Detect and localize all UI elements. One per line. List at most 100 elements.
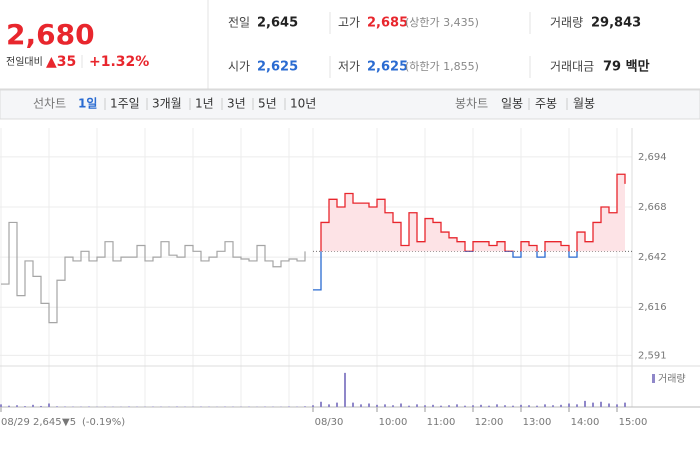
tab-group-label: 선차트 — [33, 97, 66, 111]
volume-bar — [528, 405, 530, 407]
volume-bar — [328, 404, 330, 407]
volume-bar — [424, 405, 426, 407]
volume-bar — [8, 405, 10, 407]
x-tick-label: 12:00 — [475, 417, 504, 428]
candle-tab[interactable]: 월봉 — [573, 97, 595, 111]
volume-bar — [504, 405, 506, 407]
y-tick-label: 2,616 — [638, 302, 667, 313]
volume-bar — [496, 404, 498, 407]
stat-label: 고가 — [338, 16, 360, 30]
volume-bar — [544, 404, 546, 407]
stat-label: 전일 — [228, 16, 250, 30]
volume-bar — [520, 404, 522, 407]
x-tick-label: 13:00 — [523, 417, 552, 428]
period-tab[interactable]: 1일 — [78, 97, 97, 111]
stat-value: 79 백만 — [603, 59, 650, 75]
x-tick-label: 08/29 — [1, 417, 30, 428]
volume-bar — [416, 404, 418, 407]
candle-tab[interactable]: 일봉 — [501, 97, 523, 111]
volume-bar — [176, 406, 178, 407]
price: 2,680 — [6, 18, 95, 51]
stat-value: 2,645 — [257, 16, 298, 31]
period-tab[interactable]: 10년 — [290, 97, 316, 111]
volume-bar — [16, 405, 18, 407]
volume-bar — [512, 405, 514, 407]
stat-label: 저가 — [338, 60, 360, 74]
volume-bar — [440, 405, 442, 407]
volume-bar — [456, 404, 458, 407]
volume-bar — [408, 405, 410, 407]
x-tick-label: 11:00 — [427, 417, 456, 428]
volume-bar — [304, 406, 306, 407]
volume-bar — [384, 404, 386, 407]
volume-bar — [480, 404, 482, 407]
volume-bar — [448, 405, 450, 407]
volume-bar — [584, 400, 586, 407]
volume-bar — [464, 405, 466, 407]
volume-bar — [600, 401, 602, 407]
change: ▲35 — [46, 54, 76, 70]
volume-bar — [24, 406, 26, 407]
volume-bar — [368, 403, 370, 407]
volume-bar — [0, 404, 2, 407]
period-tab[interactable]: 5년 — [258, 97, 277, 111]
volume-bar — [488, 405, 490, 407]
stat-note: (상한가 3,435) — [405, 16, 479, 29]
hover-rate: (-0.19%) — [82, 417, 125, 428]
volume-bar — [432, 404, 434, 407]
volume-bar — [400, 403, 402, 407]
period-tab[interactable]: 1주일 — [110, 97, 140, 111]
tabs: 선차트 1일 1주일 3개월 1년 3년 5년 10년 봉차트 일봉 주봉 월봉 — [33, 97, 595, 111]
volume-bar — [88, 406, 90, 407]
stat-note: (하한가 1,855) — [405, 59, 479, 73]
volume-bar — [288, 406, 290, 407]
x-tick-label: 14:00 — [571, 417, 600, 428]
y-tick-label: 2,642 — [638, 252, 667, 263]
volume-bar — [616, 404, 618, 407]
volume-bar — [312, 405, 314, 407]
stat-label: 시가 — [228, 60, 250, 74]
period-tab[interactable]: 1년 — [195, 97, 214, 111]
volume-bar — [568, 403, 570, 407]
legend-swatch — [652, 374, 655, 383]
volume-bar — [352, 402, 354, 407]
stat-value: 2,625 — [367, 60, 408, 75]
volume-bar — [608, 403, 610, 407]
volume-bar — [32, 404, 34, 407]
period-tab[interactable]: 3년 — [227, 97, 246, 111]
volume-bar — [392, 405, 394, 407]
volume-bar — [344, 372, 346, 407]
period-tab[interactable]: 3개월 — [152, 97, 182, 111]
volume-bar — [376, 404, 378, 407]
volume-bar — [64, 406, 66, 407]
y-tick-label: 2,591 — [638, 350, 667, 361]
stat-value: 2,685 — [367, 16, 408, 31]
change-label: 전일대비 — [6, 56, 43, 68]
y-tick-label: 2,668 — [638, 202, 667, 213]
legend-label: 거래량 — [658, 373, 686, 385]
volume-bar — [576, 404, 578, 407]
volume-bar — [472, 405, 474, 407]
x-tick-label: 08/30 — [315, 417, 344, 428]
volume-bar — [592, 402, 594, 407]
y-tick-label: 2,694 — [638, 152, 667, 163]
volume-bar — [624, 402, 626, 407]
tab-bar — [0, 89, 700, 120]
stat-label: 거래대금 — [550, 60, 594, 74]
change-rate: +1.32% — [89, 54, 149, 70]
chart: 08/29 08/30 10:00 11:00 12:00 13:00 14:00 15:00… — [0, 128, 700, 428]
candle-tab[interactable]: 주봉 — [535, 97, 557, 111]
volume-bar — [128, 406, 130, 407]
line — [320, 173, 626, 252]
volume-bar — [336, 402, 338, 407]
volume-bar — [56, 406, 58, 407]
area — [313, 174, 625, 252]
volume-bar — [552, 405, 554, 407]
hover-price: 2,645 — [33, 417, 62, 428]
x-tick-label: 15:00 — [619, 417, 648, 428]
stat-value: 29,843 — [591, 16, 641, 31]
volume-bar — [560, 404, 562, 407]
hover-change: ▼5 — [62, 417, 76, 428]
volume-bar — [536, 405, 538, 407]
volume-bar — [40, 405, 42, 407]
